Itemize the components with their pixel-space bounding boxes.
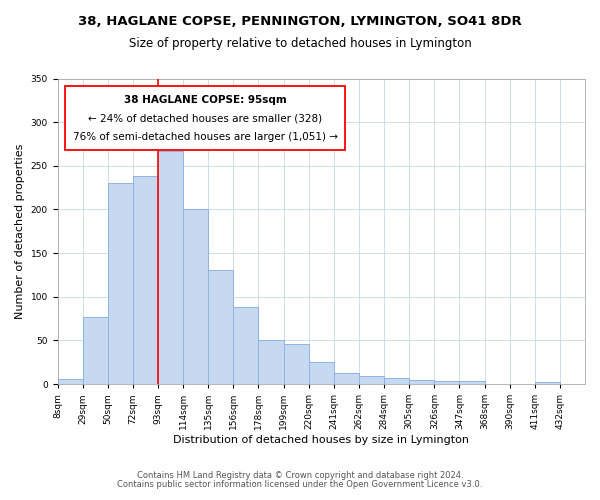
Bar [460, 382, 485, 384]
Text: Contains public sector information licensed under the Open Government Licence v3: Contains public sector information licen… [118, 480, 482, 489]
Text: ← 24% of detached houses are smaller (328): ← 24% of detached houses are smaller (32… [88, 113, 322, 123]
Bar [83, 317, 108, 384]
Bar [409, 380, 434, 384]
Text: Contains HM Land Registry data © Crown copyright and database right 2024.: Contains HM Land Registry data © Crown c… [137, 471, 463, 480]
Bar [183, 208, 208, 384]
Y-axis label: Number of detached properties: Number of detached properties [15, 144, 25, 319]
Bar [309, 362, 334, 384]
Bar [58, 379, 83, 384]
Bar [259, 340, 284, 384]
Bar [434, 382, 460, 384]
Bar [233, 307, 259, 384]
Bar [108, 184, 133, 384]
Text: 38 HAGLANE COPSE: 95sqm: 38 HAGLANE COPSE: 95sqm [124, 95, 287, 105]
Bar [208, 270, 233, 384]
Text: Size of property relative to detached houses in Lymington: Size of property relative to detached ho… [128, 38, 472, 51]
Bar [535, 382, 560, 384]
Bar [133, 176, 158, 384]
Bar [384, 378, 409, 384]
Text: 76% of semi-detached houses are larger (1,051) →: 76% of semi-detached houses are larger (… [73, 132, 338, 141]
X-axis label: Distribution of detached houses by size in Lymington: Distribution of detached houses by size … [173, 435, 469, 445]
Bar [158, 151, 183, 384]
Bar [334, 372, 359, 384]
FancyBboxPatch shape [65, 86, 345, 150]
Bar [284, 344, 309, 384]
Bar [359, 376, 384, 384]
Text: 38, HAGLANE COPSE, PENNINGTON, LYMINGTON, SO41 8DR: 38, HAGLANE COPSE, PENNINGTON, LYMINGTON… [78, 15, 522, 28]
